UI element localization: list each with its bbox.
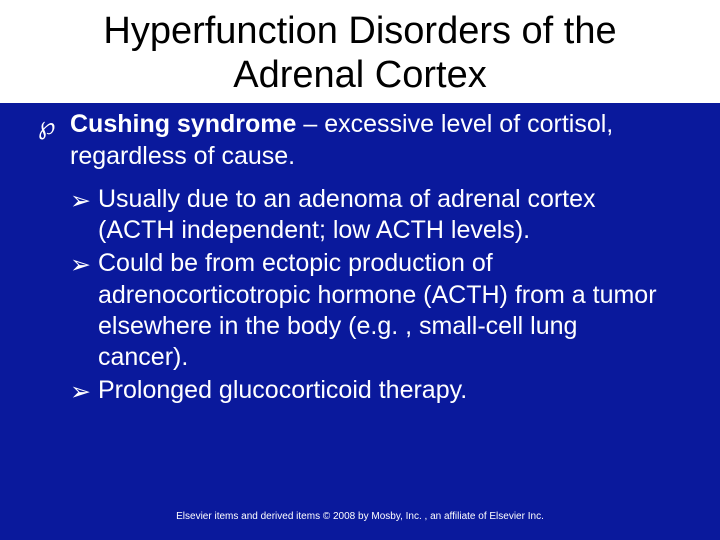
- sub-bullet-text: Prolonged glucocorticoid therapy.: [98, 376, 467, 404]
- sub-bullet-list: ➢ Usually due to an adenoma of adrenal c…: [70, 184, 672, 407]
- arrow-bullet-icon: ➢: [70, 186, 91, 217]
- slide-title: Hyperfunction Disorders of the Adrenal C…: [0, 0, 720, 103]
- arrow-bullet-icon: ➢: [70, 250, 91, 281]
- main-bullet-lead: Cushing syndrome: [70, 110, 296, 138]
- script-bullet-icon: ℘: [38, 111, 55, 142]
- sub-bullet: ➢ Usually due to an adenoma of adrenal c…: [98, 184, 672, 247]
- sub-bullet-text: Usually due to an adenoma of adrenal cor…: [98, 185, 596, 244]
- sub-bullet: ➢ Prolonged glucocorticoid therapy.: [98, 375, 672, 406]
- main-bullet: ℘ Cushing syndrome – excessive level of …: [70, 109, 672, 172]
- arrow-bullet-icon: ➢: [70, 377, 91, 408]
- slide: Hyperfunction Disorders of the Adrenal C…: [0, 0, 720, 540]
- slide-body: ℘ Cushing syndrome – excessive level of …: [0, 103, 720, 406]
- footer-text: Elsevier items and derived items © 2008 …: [176, 511, 544, 522]
- footer: Elsevier items and derived items © 2008 …: [0, 511, 720, 522]
- title-text: Hyperfunction Disorders of the Adrenal C…: [103, 10, 616, 96]
- sub-bullet-text: Could be from ectopic production of adre…: [98, 249, 657, 371]
- sub-bullet: ➢ Could be from ectopic production of ad…: [98, 248, 672, 373]
